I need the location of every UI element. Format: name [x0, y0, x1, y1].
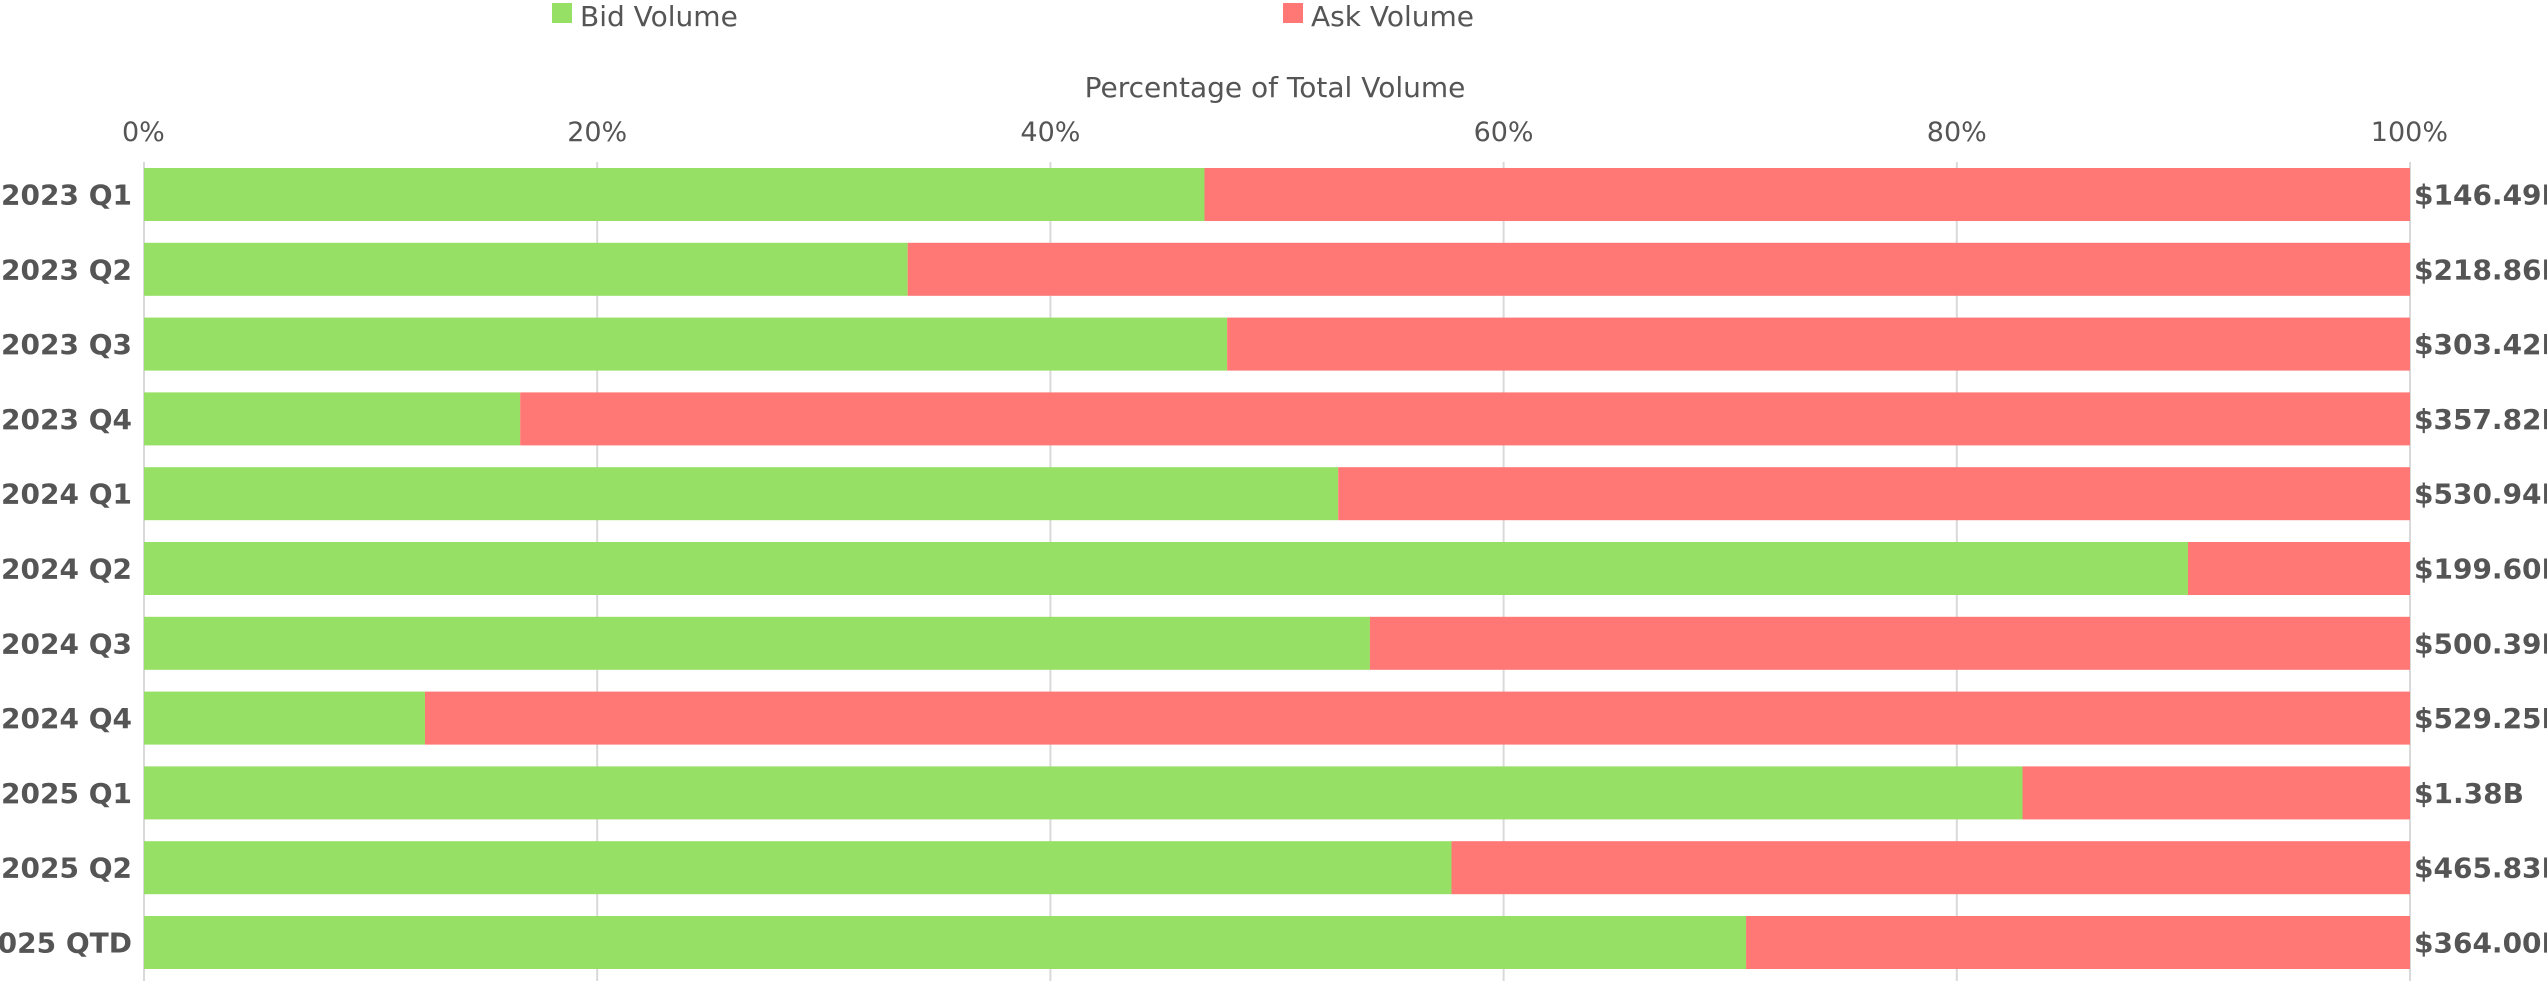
x-tick-label-20: 20% [567, 117, 627, 148]
category-label-2023-q4: 2023 Q4 [1, 403, 132, 436]
bar-ask-volume-2024-q3 [1369, 616, 2410, 670]
bar-ask-volume-2024-q4 [424, 691, 2410, 745]
total-label-2023-q3: $303.42M [2414, 328, 2547, 361]
legend-swatch-bid-volume [552, 3, 572, 23]
total-label-2025-q2: $465.83M [2414, 852, 2547, 885]
bar-ask-volume-2023-q1 [1204, 168, 2410, 221]
total-label-2023-q4: $357.82M [2414, 403, 2547, 436]
bar-ask-volume-2025-qtd [1746, 916, 2410, 969]
bar-ask-volume-2025-q1 [2022, 766, 2410, 820]
legend-label-bid-volume: Bid Volume [580, 0, 738, 33]
legend-label-ask-volume: Ask Volume [1311, 0, 1474, 33]
total-label-2024-q3: $500.39M [2414, 627, 2547, 660]
bar-ask-volume-2024-q2 [2187, 542, 2410, 595]
category-label-2023-q3: 2023 Q3 [1, 328, 132, 361]
category-label-2025-q1: 2025 Q1 [1, 777, 132, 810]
total-label-2024-q1: $530.94M [2414, 478, 2547, 511]
category-label-2024-q1: 2024 Q1 [1, 478, 132, 511]
bars [144, 168, 2410, 969]
bar-ask-volume-2025-q2 [1451, 841, 2410, 895]
bar-bid-volume-2024-q2 [144, 542, 2188, 595]
legend: Bid Volume Ask Volume [552, 0, 1474, 33]
total-label-2024-q2: $199.60M [2414, 553, 2547, 586]
total-labels: $146.49M $218.86M $303.42M $357.82M $530.94M… [2414, 179, 2547, 960]
bar-bid-volume-2025-q1 [144, 766, 2023, 820]
category-label-2025-qtd: 2025 QTD [0, 927, 132, 960]
bar-bid-volume-2024-q3 [144, 616, 1370, 670]
category-label-2023-q1: 2023 Q1 [1, 179, 132, 212]
x-tick-label-80: 80% [1927, 117, 1987, 148]
total-label-2025-q1: $1.38B [2414, 777, 2524, 810]
x-tick-label-40: 40% [1020, 117, 1080, 148]
bar-ask-volume-2024-q1 [1338, 467, 2410, 521]
bar-bid-volume-2023-q2 [144, 242, 908, 296]
bar-bid-volume-2023-q1 [144, 168, 1205, 221]
category-labels: 2023 Q1 2023 Q2 2023 Q3 2023 Q4 2024 Q1 2024 … [0, 179, 132, 960]
category-label-2024-q2: 2024 Q2 [1, 553, 132, 586]
x-axis-ticks: 0% 20% 40% 60% 80% 100% [122, 117, 2448, 148]
x-tick-label-0: 0% [122, 117, 165, 148]
total-label-2023-q1: $146.49M [2414, 179, 2547, 212]
x-tick-label-60: 60% [1474, 117, 1534, 148]
bar-bid-volume-2025-qtd [144, 916, 1747, 969]
legend-swatch-ask-volume [1283, 3, 1303, 23]
category-label-2023-q2: 2023 Q2 [1, 253, 132, 286]
bar-ask-volume-2023-q2 [907, 242, 2410, 296]
bar-bid-volume-2023-q4 [144, 392, 521, 446]
total-label-2025-qtd: $364.00M [2414, 927, 2547, 960]
total-label-2024-q4: $529.25M [2414, 702, 2547, 735]
category-label-2024-q3: 2024 Q3 [1, 627, 132, 660]
bar-ask-volume-2023-q3 [1227, 317, 2410, 371]
bar-ask-volume-2023-q4 [520, 392, 2410, 446]
category-label-2025-q2: 2025 Q2 [1, 852, 132, 885]
bar-bid-volume-2024-q1 [144, 467, 1339, 521]
x-axis-title: Percentage of Total Volume [1085, 71, 1466, 104]
bar-bid-volume-2024-q4 [144, 691, 425, 745]
category-label-2024-q4: 2024 Q4 [1, 702, 132, 735]
bar-bid-volume-2025-q2 [144, 841, 1452, 895]
total-label-2023-q2: $218.86M [2414, 253, 2547, 286]
x-tick-label-100: 100% [2371, 117, 2448, 148]
bar-bid-volume-2023-q3 [144, 317, 1228, 371]
